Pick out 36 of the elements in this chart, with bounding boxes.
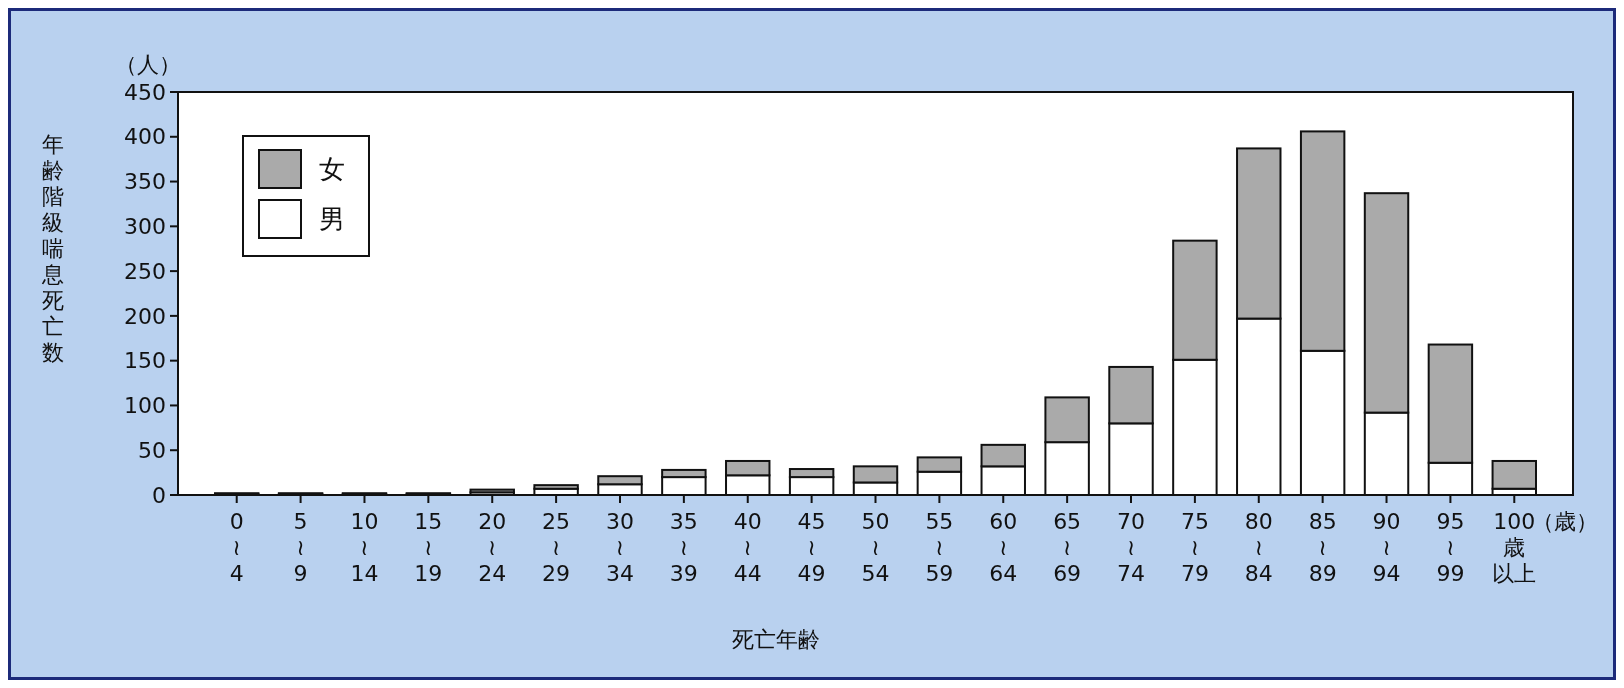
- x-tick-label: 100 歳以上: [1492, 509, 1537, 586]
- x-tick-label: 10 ≀ 14: [350, 509, 379, 586]
- y-tick-label: 150: [124, 348, 166, 374]
- x-tick-label: 30 ≀ 34: [605, 509, 634, 586]
- x-tick-label: 65 ≀ 69: [1053, 509, 1082, 586]
- y-tick-label: 200: [124, 303, 166, 329]
- y-tick-label: 0: [152, 482, 166, 508]
- y-tick-label: 350: [124, 169, 166, 195]
- y-tick-label: 300: [124, 214, 166, 240]
- x-tick-label: 95 ≀ 99: [1436, 509, 1465, 586]
- x-tick-label: 50 ≀ 54: [861, 509, 890, 586]
- x-tick-label: 60 ≀ 64: [989, 509, 1018, 586]
- x-tick-label: 25 ≀ 29: [542, 509, 571, 586]
- x-tick-label: 45 ≀ 49: [797, 509, 826, 586]
- y-tick-label: 50: [138, 437, 166, 463]
- x-tick-label: 20 ≀ 24: [478, 509, 507, 586]
- x-tick-label: 75 ≀ 79: [1180, 509, 1209, 586]
- legend-label: 男: [319, 204, 345, 235]
- x-axis-title: 死亡年齢: [731, 627, 820, 652]
- x-tick-label: 90 ≀ 94: [1372, 509, 1401, 586]
- y-tick-label: 450: [124, 79, 166, 105]
- y-tick-label: 400: [124, 124, 166, 150]
- x-tick-label: 80 ≀ 84: [1244, 509, 1273, 586]
- legend-label: 女: [319, 154, 345, 185]
- x-tick-label: 35 ≀ 39: [669, 509, 698, 586]
- x-tick-label: 5 ≀ 9: [293, 509, 308, 586]
- x-tick-label: 70 ≀ 74: [1117, 509, 1146, 586]
- x-tick-label: 40 ≀ 44: [733, 509, 762, 586]
- x-tick-label: 0 ≀ 4: [229, 509, 244, 586]
- y-tick-label: 250: [124, 258, 166, 284]
- text: （人）: [115, 52, 181, 77]
- y-tick-label: 100: [124, 393, 166, 419]
- text: 年齢階級喘息死亡数: [42, 132, 64, 365]
- x-tick-label: 55 ≀ 59: [925, 509, 954, 586]
- x-tick-label: 85 ≀ 89: [1308, 509, 1337, 586]
- x-tick-label: 15 ≀ 19: [414, 509, 443, 586]
